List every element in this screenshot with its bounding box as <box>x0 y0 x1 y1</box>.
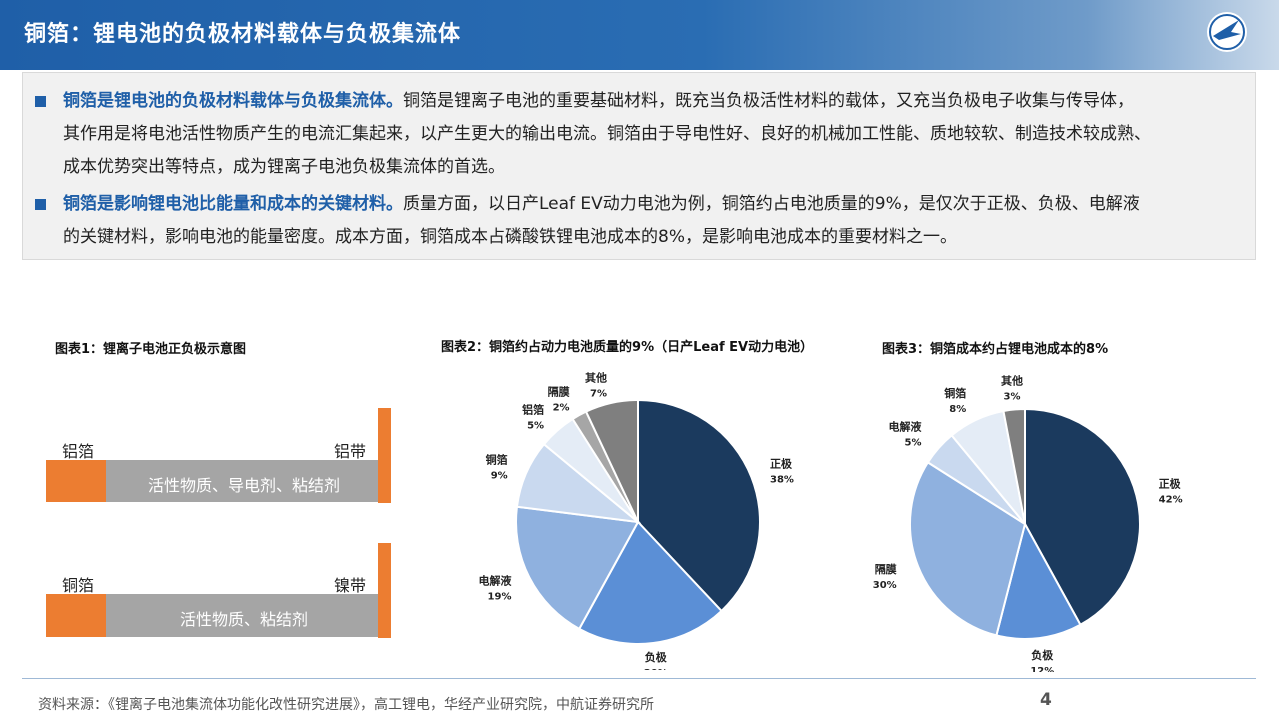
pie-value-label: 2% <box>553 403 570 414</box>
pie-value-label: 20% <box>644 668 668 670</box>
avic-logo-icon <box>1207 12 1247 52</box>
pie-value-label: 42% <box>1159 495 1183 506</box>
source-note: 资料来源：《锂离子电池集流体功能化改性研究进展》，高工锂电，华经产业研究院，中航… <box>38 697 654 713</box>
pie-slice <box>995 521 1082 640</box>
pie-value-label: 38% <box>770 475 794 486</box>
nickel-tab-bar <box>378 543 391 638</box>
paragraph-2-line-1: 质量方面，以日产Leaf EV动力电池为例，铜箔约占电池质量的9%，是仅次于正极… <box>403 194 1140 214</box>
pie-slice <box>909 460 1027 637</box>
fig2-title: 图表2：铜箔约占动力电池质量的9%（日产Leaf EV动力电池） <box>441 340 814 355</box>
anode-material-label: 活性物质、粘结剂 <box>180 610 309 629</box>
paragraph-1-highlight: 铜箔是锂电池的负极材料载体与负极集流体。 <box>63 91 403 111</box>
pie-value-label: 8% <box>949 404 966 415</box>
pie-category-label: 铜箔 <box>485 453 508 467</box>
pie-slice <box>1002 407 1026 525</box>
pie-value-label: 3% <box>1004 392 1021 403</box>
summary-box: 铜箔是锂电池的负极材料载体与负极集流体。铜箔是锂离子电池的重要基础材料，既充当负… <box>22 72 1256 260</box>
pie-value-label: 9% <box>491 471 508 482</box>
pie-slice <box>1024 407 1141 627</box>
pie-category-label: 隔膜 <box>875 562 897 576</box>
paragraph-2: 铜箔是影响锂电池比能量和成本的关键材料。质量方面，以日产Leaf EV动力电池为… <box>35 188 1241 254</box>
pie-category-label: 电解液 <box>888 420 922 434</box>
pie-category-label: 隔膜 <box>548 385 570 399</box>
copper-foil-bar <box>46 594 106 637</box>
pie-category-label: 其他 <box>1001 374 1023 388</box>
aluminum-foil-label: 铝箔 <box>62 442 95 461</box>
page-title: 铜箔：锂电池的负极材料载体与负极集流体 <box>24 22 462 47</box>
pie-category-label: 正极 <box>1159 477 1182 491</box>
paragraph-2-line-2: 的关键材料，影响电池的能量密度。成本方面，铜箔成本占磷酸铁锂电池成本的8%，是影… <box>63 227 957 247</box>
paragraph-1-line-3: 成本优势突出等特点，成为锂离子电池负极集流体的首选。 <box>63 157 505 177</box>
paragraph-2-highlight: 铜箔是影响锂电池比能量和成本的关键材料。 <box>63 194 403 214</box>
page-number: 4 <box>1040 690 1052 710</box>
mass-share-pie-chart: 正极 38% 负极 20% 电解液 19% 铜箔 9% 铝箔 5% 隔膜 2% 其他 7% <box>478 370 794 670</box>
header-bar: 铜箔：锂电池的负极材料载体与负极集流体 <box>0 0 1279 70</box>
pie-category-label: 电解液 <box>478 573 512 587</box>
pie-slice <box>584 398 639 523</box>
active-material-bar <box>106 460 378 502</box>
pie-slice <box>515 505 640 631</box>
pie-value-label: 5% <box>905 438 922 449</box>
pie-value-label: 7% <box>590 388 607 399</box>
fig3-title: 图表3：铜箔成本约占锂电池成本的8% <box>882 342 1109 357</box>
pie-value-label: 30% <box>873 580 897 591</box>
aluminum-tab-bar <box>378 408 391 503</box>
pie-category-label: 正极 <box>770 457 793 471</box>
pie-category-label: 负极 <box>1031 648 1054 662</box>
pie-slice <box>637 398 761 613</box>
paragraph-1-line-2: 其作用是将电池活性物质产生的电流汇集起来，以产生更大的输出电流。铜箔由于导电性好… <box>63 124 1151 144</box>
pie-value-label: 12% <box>1030 666 1054 672</box>
pie-value-label: 5% <box>527 420 544 431</box>
cost-share-pie-chart: 正极 42% 负极 12% 隔膜 30% 电解液 5% 铜箔 8% 其他 3% <box>873 374 1183 672</box>
bullet-square-icon <box>35 96 46 107</box>
active-material-label: 活性物质、导电剂、粘结剂 <box>148 476 341 495</box>
fig1-title: 图表1：锂离子电池正负极示意图 <box>55 342 247 357</box>
paragraph-1-line-1: 铜箔是锂离子电池的重要基础材料，既充当负极活性材料的载体，又充当负极电子收集与传… <box>403 91 1134 111</box>
aluminum-foil-bar <box>46 460 106 502</box>
nickel-tab-label: 镍带 <box>334 576 367 595</box>
bullet-square-icon <box>35 199 46 210</box>
footer-divider <box>22 678 1256 679</box>
pie-category-label: 铝箔 <box>522 402 544 416</box>
paragraph-1: 铜箔是锂电池的负极材料载体与负极集流体。铜箔是锂离子电池的重要基础材料，既充当负… <box>35 85 1241 184</box>
pie-category-label: 负极 <box>645 650 668 664</box>
pie-category-label: 铜箔 <box>943 386 966 400</box>
anode-material-bar <box>106 594 378 637</box>
pie-value-label: 19% <box>488 591 512 602</box>
aluminum-tab-label: 铝带 <box>334 442 367 461</box>
pie-slice <box>577 520 723 645</box>
copper-foil-label: 铜箔 <box>62 576 95 595</box>
pie-category-label: 其他 <box>585 370 607 384</box>
